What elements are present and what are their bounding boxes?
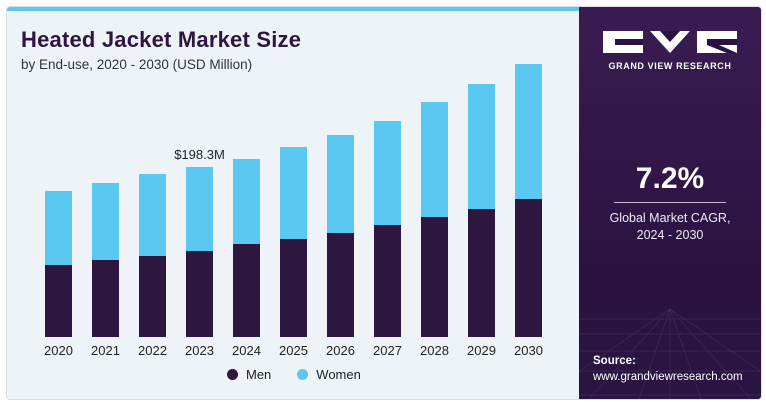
- chart-card: Heated Jacket Market Size by End-use, 20…: [6, 6, 762, 400]
- bar-men-2029: [468, 209, 495, 337]
- bar-women-2022: [139, 174, 166, 256]
- company-logo: [603, 31, 737, 53]
- bar-chart: 2020 2021 2022 $198.3M 2023 2024 2025 2026 2027 2…: [44, 64, 543, 358]
- bar-women-2024: [233, 159, 260, 244]
- bar-men-2024: [233, 244, 260, 337]
- legend-swatch-men: [227, 369, 238, 380]
- chart-title: Heated Jacket Market Size: [21, 27, 302, 52]
- bar-women-2025: [280, 147, 307, 239]
- bar-women-2020: [45, 191, 72, 265]
- bar-women-2023: [186, 167, 213, 251]
- legend-swatch-women: [297, 369, 309, 380]
- legend-label-men: Men: [246, 367, 272, 382]
- bar-men-2020: [45, 265, 72, 337]
- x-tick-2029: 2029: [467, 343, 496, 358]
- bar-men-2021: [92, 260, 119, 337]
- x-tick-2024: 2024: [232, 343, 261, 358]
- x-tick-2021: 2021: [91, 343, 120, 358]
- legend-item-men: Men: [227, 367, 271, 382]
- bar-women-2028: [421, 102, 448, 217]
- chart-subtitle: by End-use, 2020 - 2030 (USD Million): [21, 57, 253, 72]
- bar-men-2027: [374, 225, 401, 337]
- source-label: Source:: [593, 355, 636, 367]
- bar-men-2030: [515, 199, 542, 337]
- bar-men-2025: [280, 239, 307, 337]
- x-tick-2025: 2025: [279, 343, 308, 358]
- x-tick-2028: 2028: [420, 343, 449, 358]
- source-url: www.grandviewresearch.com: [593, 371, 743, 383]
- x-tick-2030: 2030: [514, 343, 543, 358]
- cagr-label-line2: 2024 - 2030: [636, 228, 704, 242]
- bar-men-2026: [327, 233, 354, 337]
- legend: Men Women: [227, 367, 361, 382]
- bar-women-2029: [468, 84, 495, 209]
- x-tick-2026: 2026: [326, 343, 355, 358]
- grid-decoration: [579, 308, 761, 399]
- x-tick-2023: 2023: [185, 343, 214, 358]
- bar-women-2026: [327, 135, 354, 233]
- legend-label-women: Women: [316, 367, 361, 382]
- bar-women-2021: [92, 183, 119, 260]
- accent-line: [7, 7, 579, 11]
- bar-men-2023: [186, 251, 213, 337]
- cagr-value: 7.2%: [635, 162, 705, 195]
- data-label-2023: $198.3M: [174, 147, 225, 162]
- legend-item-women: Women: [297, 367, 361, 382]
- bar-women-2027: [374, 121, 401, 225]
- x-tick-2022: 2022: [138, 343, 167, 358]
- x-tick-2020: 2020: [44, 343, 73, 358]
- sidebar-panel: GRAND VIEW RESEARCH 7.2% Global Market C…: [579, 7, 761, 399]
- bar-men-2028: [421, 217, 448, 337]
- x-tick-2027: 2027: [373, 343, 402, 358]
- brand-name: GRAND VIEW RESEARCH: [608, 61, 732, 71]
- bar-women-2030: [515, 64, 542, 199]
- cagr-divider: [614, 202, 726, 203]
- bar-men-2022: [139, 256, 166, 337]
- cagr-label: Global Market CAGR, 2024 - 2030: [579, 210, 761, 244]
- cagr-label-line1: Global Market CAGR,: [609, 211, 731, 225]
